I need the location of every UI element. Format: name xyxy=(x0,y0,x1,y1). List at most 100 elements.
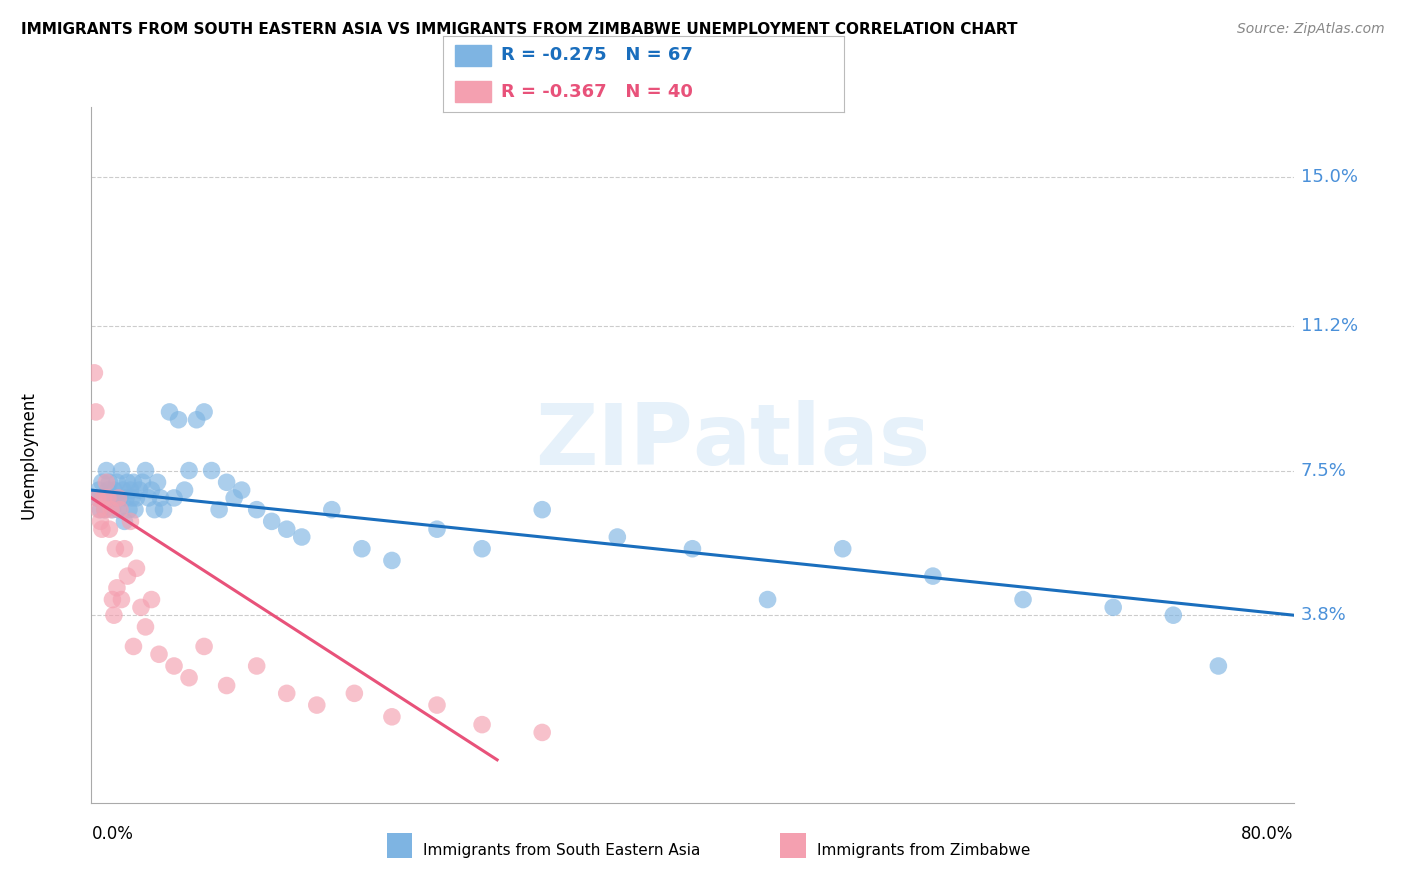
Point xyxy=(110,592,132,607)
Text: 7.5%: 7.5% xyxy=(1301,461,1347,480)
Point xyxy=(89,514,111,528)
Point xyxy=(148,647,170,661)
Point xyxy=(681,541,703,556)
Point xyxy=(94,502,117,516)
Text: 15.0%: 15.0% xyxy=(1301,169,1358,186)
Point xyxy=(97,483,120,497)
Point xyxy=(114,514,136,528)
Point xyxy=(305,698,328,712)
Point xyxy=(98,475,121,490)
Point xyxy=(531,725,554,739)
Point xyxy=(101,592,124,607)
Text: Immigrants from South Eastern Asia: Immigrants from South Eastern Asia xyxy=(423,844,700,858)
Point xyxy=(167,413,190,427)
Point xyxy=(108,491,131,505)
Point xyxy=(141,483,163,497)
Point xyxy=(471,717,494,731)
Point xyxy=(321,502,343,516)
Point xyxy=(831,541,853,556)
Point xyxy=(231,483,253,497)
Point xyxy=(96,475,118,490)
Text: Immigrants from Zimbabwe: Immigrants from Zimbabwe xyxy=(817,844,1031,858)
Point xyxy=(101,502,124,516)
Point xyxy=(1208,659,1230,673)
Text: 11.2%: 11.2% xyxy=(1301,317,1358,334)
Point xyxy=(118,502,141,516)
Point xyxy=(97,491,120,505)
Point xyxy=(381,710,404,724)
Text: R = -0.367   N = 40: R = -0.367 N = 40 xyxy=(501,83,693,101)
Point xyxy=(103,608,125,623)
Text: Unemployment: Unemployment xyxy=(20,391,37,519)
Point xyxy=(426,522,449,536)
Point xyxy=(93,491,115,505)
Point xyxy=(163,659,186,673)
Point xyxy=(246,502,269,516)
Point xyxy=(146,475,169,490)
Point xyxy=(193,640,215,654)
Point xyxy=(260,514,283,528)
Point xyxy=(756,592,779,607)
Point xyxy=(103,483,125,497)
Point xyxy=(173,483,195,497)
Point xyxy=(208,502,231,516)
Point xyxy=(84,405,107,419)
Point xyxy=(134,464,156,478)
Point xyxy=(122,475,145,490)
Point xyxy=(128,483,150,497)
Point xyxy=(93,491,115,505)
Point xyxy=(114,541,136,556)
Text: 80.0%: 80.0% xyxy=(1241,825,1294,843)
Point xyxy=(291,530,314,544)
Point xyxy=(124,502,146,516)
Point xyxy=(215,679,238,693)
Point xyxy=(90,522,112,536)
Point xyxy=(122,640,145,654)
Point xyxy=(1012,592,1035,607)
Point xyxy=(83,366,105,380)
Point xyxy=(201,464,224,478)
Point xyxy=(96,464,118,478)
Point xyxy=(143,502,166,516)
Point xyxy=(186,413,208,427)
Point xyxy=(193,405,215,419)
Point xyxy=(350,541,373,556)
Point xyxy=(98,522,121,536)
Point xyxy=(86,491,108,505)
Point xyxy=(426,698,449,712)
Point xyxy=(121,491,143,505)
Point xyxy=(107,502,129,516)
Text: 3.8%: 3.8% xyxy=(1301,607,1347,624)
Point xyxy=(531,502,554,516)
Point xyxy=(110,464,132,478)
Point xyxy=(87,502,110,516)
Point xyxy=(922,569,945,583)
FancyBboxPatch shape xyxy=(456,81,491,103)
Point xyxy=(159,405,181,419)
Point xyxy=(134,620,156,634)
Point xyxy=(1161,608,1184,623)
Point xyxy=(100,491,122,505)
Point xyxy=(131,475,153,490)
Point xyxy=(125,561,148,575)
Point xyxy=(105,581,128,595)
Point xyxy=(224,491,246,505)
FancyBboxPatch shape xyxy=(456,45,491,66)
Point xyxy=(90,475,112,490)
Point xyxy=(120,483,142,497)
Point xyxy=(246,659,269,673)
Point xyxy=(381,553,404,567)
Text: atlas: atlas xyxy=(692,400,931,483)
Point xyxy=(107,491,129,505)
Point xyxy=(276,686,298,700)
Point xyxy=(141,592,163,607)
Text: 0.0%: 0.0% xyxy=(91,825,134,843)
Text: ZIP: ZIP xyxy=(534,400,692,483)
Point xyxy=(1102,600,1125,615)
Point xyxy=(111,483,134,497)
Point xyxy=(105,475,128,490)
Point xyxy=(215,475,238,490)
Point xyxy=(108,502,131,516)
Point xyxy=(152,502,174,516)
Point xyxy=(100,502,122,516)
